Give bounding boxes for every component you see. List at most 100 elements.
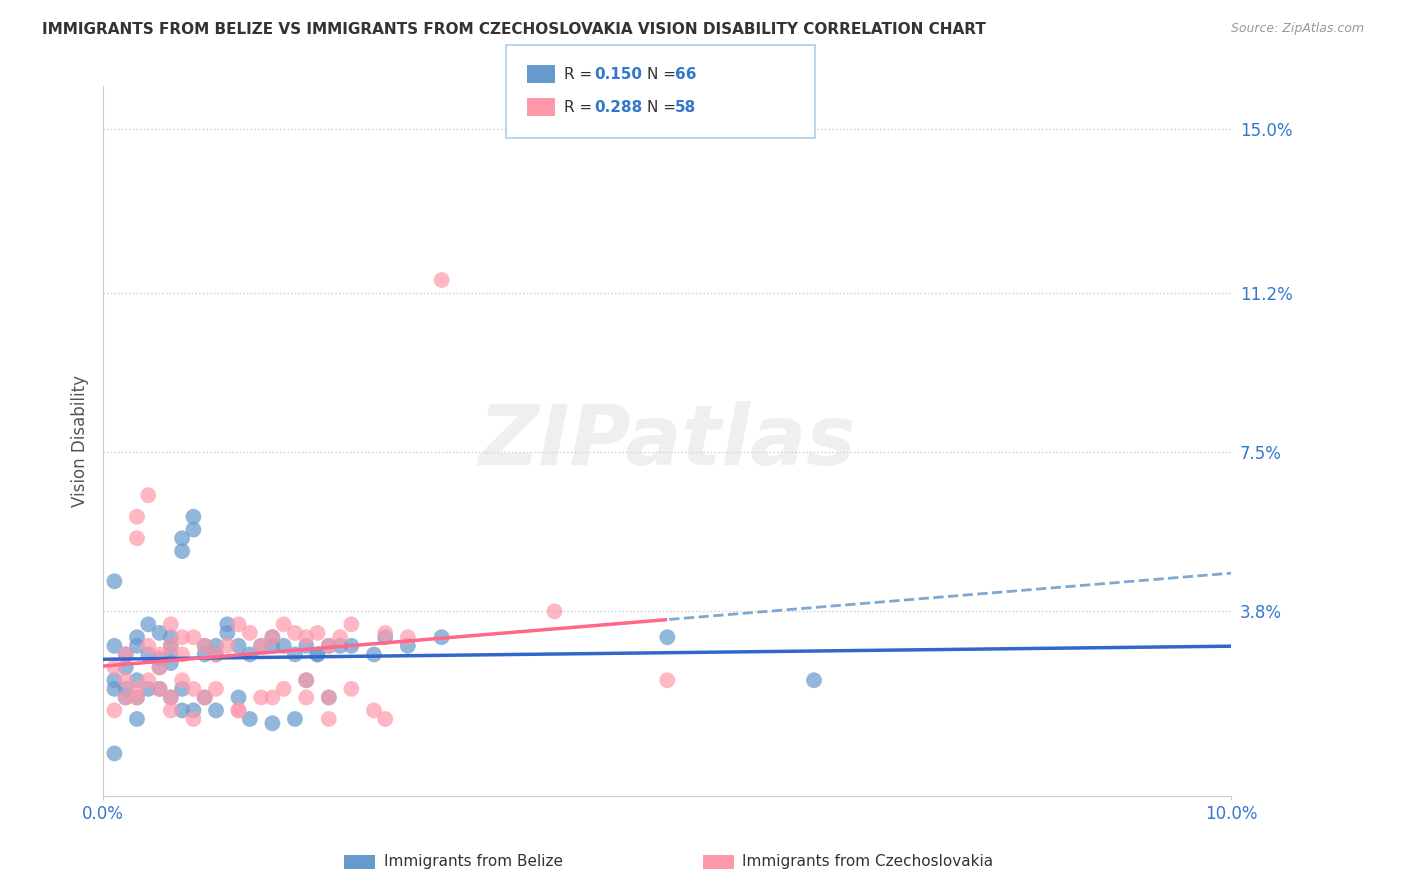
Text: Immigrants from Czechoslovakia: Immigrants from Czechoslovakia xyxy=(742,855,994,869)
Text: 0.288: 0.288 xyxy=(595,100,643,114)
Point xyxy=(262,630,284,644)
Point xyxy=(172,544,194,558)
Point xyxy=(114,648,136,662)
Point xyxy=(172,681,194,696)
Point xyxy=(183,509,205,524)
Point xyxy=(194,639,217,653)
Point xyxy=(125,509,148,524)
Point xyxy=(160,690,183,705)
Point xyxy=(250,690,273,705)
Point xyxy=(228,703,250,717)
Point xyxy=(273,617,295,632)
Point xyxy=(228,639,250,653)
Point xyxy=(160,648,183,662)
Point xyxy=(295,630,318,644)
Point xyxy=(295,673,318,688)
Point xyxy=(103,660,125,674)
Point xyxy=(284,626,307,640)
Point xyxy=(114,660,136,674)
Point xyxy=(148,681,170,696)
Point xyxy=(318,712,340,726)
Point xyxy=(363,703,385,717)
Point xyxy=(374,630,396,644)
Point xyxy=(172,630,194,644)
Point xyxy=(160,656,183,670)
Point xyxy=(125,712,148,726)
Point xyxy=(136,488,159,502)
Point xyxy=(295,639,318,653)
Point xyxy=(103,639,125,653)
Text: R =: R = xyxy=(564,100,598,114)
Point xyxy=(239,712,262,726)
Point xyxy=(273,639,295,653)
Text: Source: ZipAtlas.com: Source: ZipAtlas.com xyxy=(1230,22,1364,36)
Point xyxy=(396,639,419,653)
Point xyxy=(329,630,352,644)
Point xyxy=(125,681,148,696)
Point xyxy=(114,690,136,705)
Point xyxy=(363,648,385,662)
Point xyxy=(183,630,205,644)
Point xyxy=(103,574,125,589)
Point xyxy=(172,703,194,717)
Point xyxy=(125,531,148,545)
Point xyxy=(273,681,295,696)
Point xyxy=(262,690,284,705)
Point xyxy=(183,703,205,717)
Point xyxy=(228,617,250,632)
Point xyxy=(160,703,183,717)
Point xyxy=(217,626,239,640)
Point xyxy=(307,648,329,662)
Point xyxy=(657,673,679,688)
Point xyxy=(125,639,148,653)
Point xyxy=(114,648,136,662)
Text: N =: N = xyxy=(647,67,681,81)
Point xyxy=(148,626,170,640)
Point xyxy=(295,690,318,705)
Point xyxy=(374,626,396,640)
Point xyxy=(262,639,284,653)
Point xyxy=(172,531,194,545)
Point xyxy=(430,273,453,287)
Point xyxy=(374,712,396,726)
Point xyxy=(228,690,250,705)
Point xyxy=(205,703,228,717)
Point xyxy=(205,681,228,696)
Point xyxy=(318,690,340,705)
Point xyxy=(136,673,159,688)
Text: IMMIGRANTS FROM BELIZE VS IMMIGRANTS FROM CZECHOSLOVAKIA VISION DISABILITY CORRE: IMMIGRANTS FROM BELIZE VS IMMIGRANTS FRO… xyxy=(42,22,986,37)
Point xyxy=(160,690,183,705)
Point xyxy=(262,630,284,644)
Point xyxy=(228,703,250,717)
Point xyxy=(148,651,170,665)
Point xyxy=(148,681,170,696)
Point xyxy=(114,681,136,696)
Point xyxy=(125,690,148,705)
Point xyxy=(205,648,228,662)
Point xyxy=(103,681,125,696)
Point xyxy=(340,617,363,632)
Text: ZIPatlas: ZIPatlas xyxy=(478,401,856,482)
Point xyxy=(136,681,159,696)
Text: 66: 66 xyxy=(675,67,696,81)
Point xyxy=(250,639,273,653)
Point xyxy=(205,648,228,662)
Point xyxy=(114,690,136,705)
Point xyxy=(194,690,217,705)
Point xyxy=(148,660,170,674)
Point xyxy=(160,639,183,653)
Point xyxy=(318,639,340,653)
Point xyxy=(284,712,307,726)
Point xyxy=(148,660,170,674)
Point xyxy=(217,639,239,653)
Point xyxy=(136,648,159,662)
Point xyxy=(114,673,136,688)
Point xyxy=(125,630,148,644)
Point xyxy=(340,639,363,653)
Point xyxy=(543,604,565,618)
Point xyxy=(125,690,148,705)
Point xyxy=(340,681,363,696)
Text: 0.150: 0.150 xyxy=(595,67,643,81)
Point xyxy=(183,523,205,537)
Point xyxy=(396,630,419,644)
